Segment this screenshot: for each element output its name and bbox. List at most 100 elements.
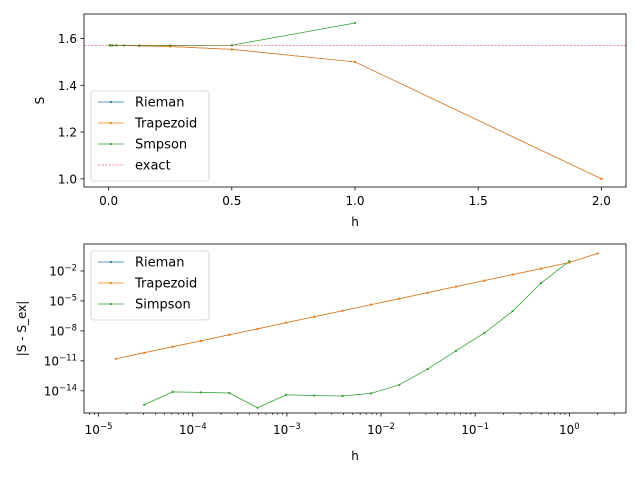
data-point-simpson (313, 394, 316, 397)
series-group (114, 252, 599, 409)
x-tick-label: 1.5 (469, 194, 488, 208)
x-tick-label: 10−5 (85, 422, 113, 437)
legend-label: Rieman (135, 96, 185, 111)
y-tick-label: 1.2 (58, 126, 77, 140)
data-point-smpson (169, 44, 172, 47)
data-point-trapezoid (341, 309, 344, 312)
y-tick-label-base: 10 (44, 354, 59, 368)
x-tick-label-base: 10 (85, 423, 100, 437)
y-tick-label: 10−11 (44, 353, 77, 368)
data-point-trapezoid (454, 285, 458, 288)
data-point-trapezoid (199, 339, 202, 342)
y-tick-label: 10−14 (44, 383, 77, 398)
y-tick-label-exponent: −14 (59, 383, 77, 393)
y-tick-label-exponent: −5 (64, 293, 77, 303)
x-tick-label-base: 10 (461, 423, 476, 437)
legend: Rieman Trapezoid Smpson exact (90, 90, 210, 182)
y-tick-label-base: 10 (44, 384, 59, 398)
x-tick-label: 0.5 (222, 194, 241, 208)
x-axis-label: h (351, 215, 359, 229)
x-axis-label: h (351, 449, 359, 463)
data-point-trapezoid (483, 279, 486, 282)
y-tick-label: 1.4 (58, 79, 77, 93)
x-tick-label-exponent: −4 (194, 422, 207, 432)
x-tick-label: 10−4 (179, 422, 207, 437)
data-point-trapezoid (426, 291, 429, 294)
legend-label: exact (135, 159, 171, 174)
data-point-trapezoid (114, 357, 117, 360)
y-axis-label: |S - S_ex| (15, 301, 29, 357)
data-point-trapezoid (284, 321, 288, 324)
data-point-trapezoid (511, 273, 514, 276)
series-group (84, 21, 626, 180)
legend-label: Rieman (135, 256, 185, 271)
data-point-simpson (369, 392, 373, 395)
data-point-simpson (228, 391, 231, 395)
legend-label: Trapezoid (134, 117, 197, 132)
data-point-simpson (284, 393, 288, 396)
data-point-trapezoid (313, 315, 316, 318)
x-tick-label-exponent: −5 (100, 422, 113, 432)
data-point-simpson (511, 310, 514, 313)
data-point-simpson (171, 390, 174, 393)
log-panel: 10−5 10−4 10−3 10−2 10−1 10010−1410−1110−810−… (15, 243, 627, 463)
x-tick-label: 1.0 (345, 194, 364, 208)
x-tick-label-exponent: −3 (288, 422, 301, 432)
data-point-smpson (353, 21, 357, 25)
legend-label: Smpson (135, 138, 187, 153)
data-point-trapezoid (398, 297, 401, 300)
x-tick-label-base: 10 (179, 423, 194, 437)
x-tick-label-exponent: 0 (574, 422, 579, 432)
data-point-trapezoid (171, 345, 174, 348)
data-point-trapezoid (369, 303, 373, 306)
x-tick-label: 2.0 (592, 194, 611, 208)
x-tick-label: 10−1 (461, 422, 489, 437)
y-tick-label-base: 10 (49, 294, 64, 308)
legend-marker (109, 142, 113, 146)
legend-label: Trapezoid (134, 277, 197, 292)
x-tick-label: 10−2 (367, 422, 395, 437)
data-point-simpson (341, 394, 344, 398)
y-tick-label-base: 10 (49, 264, 64, 278)
data-point-smpson (111, 44, 114, 47)
data-point-simpson (256, 406, 259, 409)
y-tick-label: 10−2 (49, 263, 77, 278)
data-point-simpson (398, 383, 401, 386)
data-point-simpson (143, 403, 146, 406)
y-tick-label-exponent: −11 (59, 353, 77, 363)
series-line-trapezoid (115, 253, 598, 360)
x-tick-label-exponent: −2 (382, 422, 395, 432)
data-point-simpson (426, 367, 429, 371)
y-tick-label: 1.6 (58, 32, 77, 46)
y-tick-label-exponent: −2 (64, 263, 77, 273)
x-tick-label-base: 10 (367, 423, 382, 437)
data-point-simpson (539, 282, 543, 285)
legend-marker (109, 100, 113, 104)
data-point-simpson (568, 260, 571, 263)
data-point-smpson (115, 44, 118, 47)
data-point-trapezoid (596, 252, 599, 255)
x-tick-label-base: 10 (559, 423, 574, 437)
legend-box (90, 90, 210, 182)
y-tick-label: 10−5 (49, 293, 77, 308)
data-point-trapezoid (600, 177, 603, 180)
x-tick-label-exponent: −1 (477, 422, 490, 432)
y-axis-label: S (33, 97, 47, 105)
x-tick-label-base: 10 (273, 423, 288, 437)
x-tick-label: 100 (559, 422, 580, 437)
data-point-simpson (199, 391, 202, 394)
legend: Rieman Trapezoid Simpson (90, 250, 210, 321)
linear-panel: 0.0 0.5 1.0 1.5 2.0 1.0 1.2 1.4 1.6 h S Rieman Trape… (33, 13, 627, 229)
data-point-trapezoid (353, 60, 357, 64)
x-tick-label: 0.0 (99, 194, 118, 208)
y-tick-label-exponent: −8 (64, 323, 77, 333)
legend-marker (109, 121, 113, 125)
data-point-simpson (454, 349, 458, 352)
y-tick-label-base: 10 (49, 324, 64, 338)
data-point-trapezoid (228, 333, 231, 336)
legend-label: Simpson (135, 298, 191, 313)
data-point-simpson (483, 331, 486, 335)
legend-box (90, 250, 210, 321)
legend-marker (109, 281, 113, 285)
